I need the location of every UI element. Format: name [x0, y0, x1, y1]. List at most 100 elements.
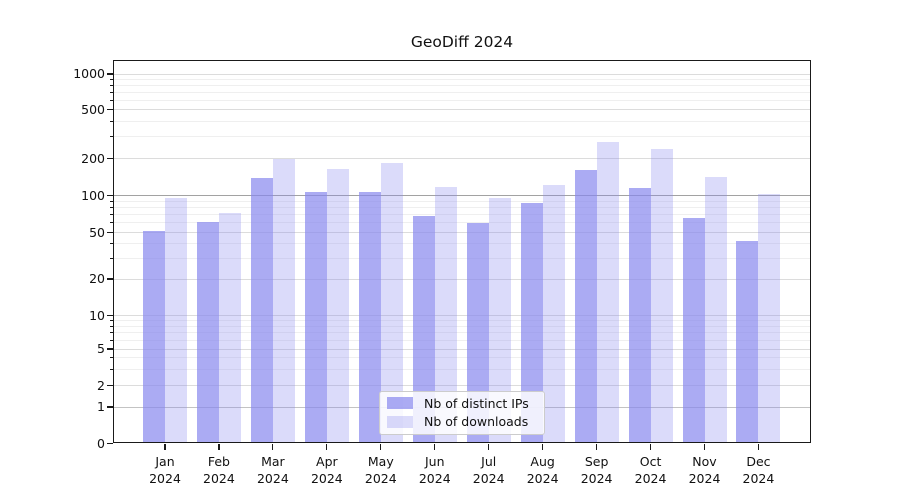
x-tick-label: Apr 2024: [310, 454, 343, 486]
x-tick-label: Oct 2024: [634, 454, 667, 486]
legend-swatch-distinct-ips: [387, 397, 413, 410]
bar-downloads-sep: [596, 142, 619, 444]
y-minor-tick: [109, 200, 113, 202]
x-major-tick: [434, 443, 436, 450]
gridline-major: [114, 109, 811, 110]
bar-downloads-aug: [542, 185, 565, 444]
bar-distinct-ips-jun: [412, 216, 435, 444]
gridline-major: [114, 385, 811, 386]
gridline-minor: [114, 222, 811, 224]
y-minor-tick: [109, 332, 113, 334]
x-major-tick: [488, 443, 490, 450]
gridline-minor: [114, 120, 811, 122]
y-minor-tick: [109, 339, 113, 341]
x-tick-label: Aug 2024: [526, 454, 559, 486]
x-tick-label: Jan 2024: [149, 454, 181, 486]
y-minor-tick: [109, 320, 113, 322]
x-tick-label: Sep 2024: [580, 454, 613, 486]
x-major-tick: [703, 443, 706, 450]
y-major-tick: [107, 73, 113, 75]
x-major-tick: [596, 443, 598, 450]
bar-distinct-ips-dec: [736, 241, 759, 444]
bar-distinct-ips-jul: [466, 222, 489, 444]
gridline-minor: [114, 214, 811, 216]
x-major-tick: [218, 443, 220, 450]
y-tick-label: 20: [89, 271, 105, 286]
bar-downloads-apr: [326, 169, 349, 444]
gridline-minor: [114, 357, 811, 359]
bar-downloads-feb: [218, 213, 241, 444]
gridline-minor: [114, 339, 811, 341]
x-tick-label: May 2024: [364, 454, 397, 486]
legend-swatch-downloads: [387, 415, 413, 428]
gridline-minor: [114, 99, 811, 101]
y-major-tick: [107, 157, 113, 160]
gridline-minor: [114, 136, 811, 138]
y-major-tick: [107, 442, 113, 445]
bar-downloads-mar: [272, 159, 295, 444]
y-tick-label: 2: [97, 377, 105, 393]
gridline-minor: [114, 200, 811, 202]
bar-downloads-may: [380, 162, 403, 444]
y-minor-tick: [109, 214, 113, 216]
bar-distinct-ips-jan: [143, 231, 165, 444]
y-minor-tick: [109, 368, 113, 370]
legend-label-downloads: Nb of downloads: [424, 414, 529, 430]
gridline-minor: [114, 78, 811, 80]
x-tick-label: Mar 2024: [256, 454, 289, 486]
y-tick-label: 100: [81, 187, 105, 203]
gridline-major: [114, 73, 811, 75]
bar-downloads-nov: [704, 177, 727, 444]
x-major-tick: [326, 443, 328, 450]
bar-downloads-dec: [758, 193, 781, 444]
bar-distinct-ips-may: [358, 191, 381, 444]
bar-downloads-oct: [650, 149, 673, 444]
bar-distinct-ips-apr: [304, 191, 327, 444]
y-major-tick: [107, 314, 113, 317]
bar-distinct-ips-aug: [520, 202, 543, 444]
y-tick-label: 1000: [73, 66, 105, 81]
y-tick-label: 50: [89, 224, 105, 240]
gridline-major: [114, 158, 811, 159]
y-minor-tick: [109, 357, 113, 359]
bar-distinct-ips-feb: [196, 221, 219, 444]
y-major-tick: [107, 384, 113, 387]
y-minor-tick: [109, 120, 113, 122]
bar-downloads-jan: [165, 198, 187, 444]
y-minor-tick: [109, 206, 113, 208]
gridline-minor: [114, 257, 811, 259]
gridline-minor: [114, 84, 811, 86]
y-major-tick: [107, 348, 113, 350]
y-minor-tick: [109, 78, 113, 80]
legend-label-distinct-ips: Nb of distinct IPs: [424, 395, 529, 411]
y-minor-tick: [109, 243, 113, 245]
x-tick-label: Jul 2024: [472, 454, 505, 486]
gridline-major: [114, 232, 811, 233]
x-tick-label: Jun 2024: [418, 454, 451, 486]
gridline-minor: [114, 91, 811, 93]
y-tick-label: 10: [89, 307, 105, 323]
y-minor-tick: [109, 325, 113, 327]
y-major-tick: [107, 194, 113, 197]
gridline-minor: [114, 325, 811, 327]
y-tick-label: 500: [81, 101, 105, 117]
y-minor-tick: [109, 84, 113, 86]
x-tick-label: Dec 2024: [742, 454, 775, 486]
y-minor-tick: [109, 99, 113, 101]
y-minor-tick: [109, 222, 113, 224]
x-tick-label: Nov 2024: [688, 454, 721, 486]
gridline-major: [114, 348, 811, 350]
legend-box: Nb of distinct IPs Nb of downloads: [379, 391, 545, 435]
gridline-minor: [114, 320, 811, 322]
gridline-major: [114, 278, 811, 280]
y-major-tick: [107, 406, 113, 408]
x-major-tick: [757, 443, 760, 450]
y-tick-label: 200: [81, 150, 105, 166]
gridline-minor: [114, 243, 811, 245]
x-tick-label: Feb 2024: [203, 454, 235, 486]
bar-distinct-ips-mar: [250, 177, 273, 444]
y-tick-label: 1: [97, 399, 105, 414]
x-major-tick: [542, 443, 544, 450]
x-major-tick: [164, 443, 166, 450]
chart-title: GeoDiff 2024: [410, 33, 514, 51]
